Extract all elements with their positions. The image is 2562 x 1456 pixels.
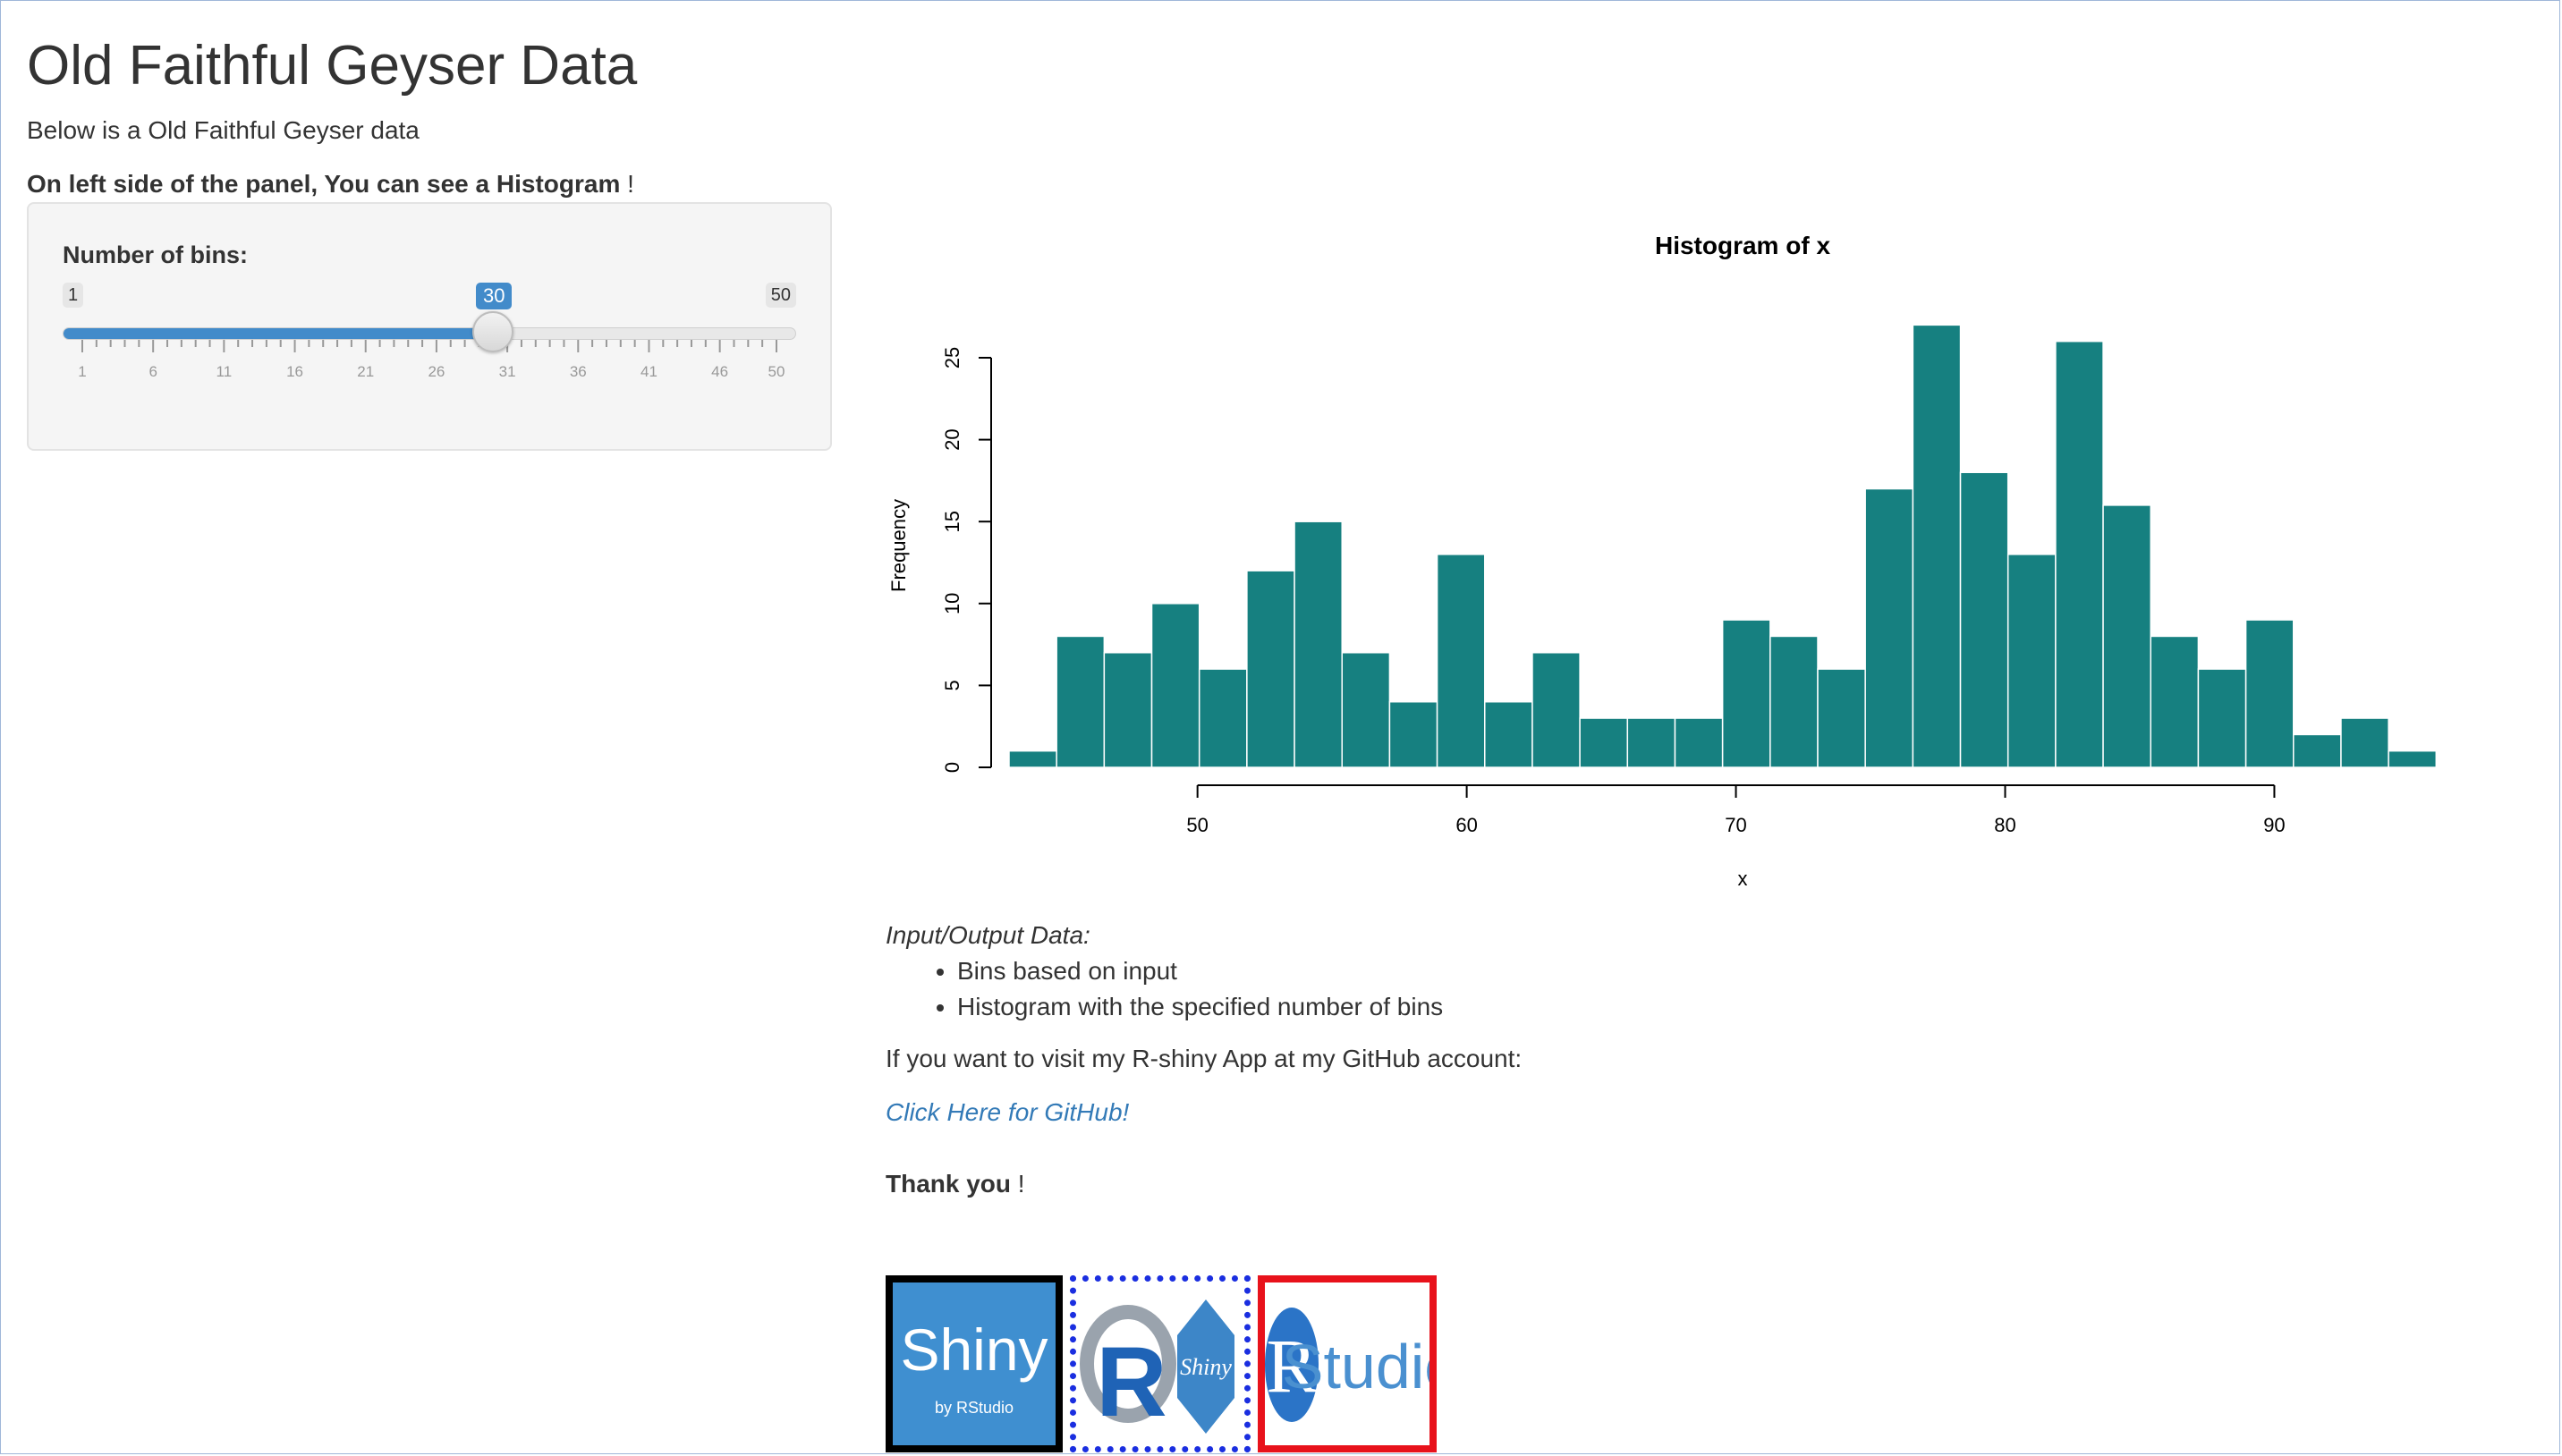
thanks-bold: Thank you (886, 1170, 1012, 1198)
x-axis-label: x (1738, 868, 1748, 890)
y-tick-label: 20 (941, 428, 963, 450)
histogram-bar (2102, 504, 2151, 768)
panel-note-tail: ! (620, 170, 634, 198)
y-tick-label: 25 (941, 347, 963, 368)
panel-note-bold: On left side of the panel, You can see a… (27, 170, 621, 198)
thanks-text: Thank you ! (886, 1168, 1025, 1200)
histogram-bar (1388, 700, 1438, 768)
histogram-bar (2197, 668, 2247, 768)
histogram-bar (2006, 554, 2057, 768)
histogram-bar (2055, 340, 2104, 768)
rstudio-logo-r: R (1266, 1323, 1318, 1409)
x-tick-label: 80 (1994, 814, 2015, 836)
x-tick-label: 60 (1455, 814, 1477, 836)
histogram-bar (1626, 717, 1676, 768)
slider-tick-label: 41 (640, 363, 657, 380)
r-shiny-logo: R Shiny (1070, 1275, 1251, 1452)
histogram-bar (2150, 635, 2200, 768)
slider-tick-label: 11 (216, 363, 233, 380)
slider-min-label: 1 (63, 283, 84, 308)
y-tick-label: 5 (941, 680, 963, 690)
io-item-histogram: Histogram with the specified number of b… (957, 989, 1443, 1025)
x-tick-label: 50 (1186, 814, 1208, 836)
histogram-bar (1484, 700, 1533, 768)
y-axis-label: Frequency (887, 499, 910, 592)
slider-value-label: 30 (476, 283, 513, 309)
histogram-bar (1008, 749, 1057, 768)
histogram-bar (1294, 521, 1343, 768)
histogram-bar (2388, 749, 2438, 768)
shiny-logo-sub: by RStudio (935, 1399, 1014, 1417)
slider-handle[interactable] (472, 311, 513, 352)
histogram-bar (1721, 619, 1771, 768)
page-subtitle: Below is a Old Faithful Geyser data (27, 116, 420, 144)
slider-ticks (81, 340, 777, 352)
histogram-bar (1674, 717, 1724, 768)
slider-tick-label: 21 (357, 363, 375, 380)
slider-tick-label: 6 (148, 363, 157, 380)
visit-text: If you want to visit my R-shiny App at m… (886, 1045, 1523, 1072)
histogram-bar (1056, 635, 1106, 768)
histogram-bar (1579, 717, 1629, 768)
shiny-logo-word: Shiny (900, 1316, 1048, 1383)
slider-tick-label: 46 (711, 363, 729, 380)
y-tick-label: 15 (941, 511, 963, 532)
histogram-bar (1531, 652, 1581, 768)
slider-tick-label: 36 (569, 363, 587, 380)
io-item-bins: Bins based on input (957, 953, 1443, 989)
chart-title: Histogram of x (1655, 232, 1830, 259)
github-link[interactable]: Click Here for GitHub! (886, 1098, 1130, 1126)
x-tick-label: 70 (1725, 814, 1746, 836)
r-shiny-logo-r: R (1096, 1327, 1166, 1437)
slider-track[interactable] (63, 327, 796, 340)
slider-tick-label: 31 (498, 363, 516, 380)
slider-tick-label: 50 (768, 363, 785, 380)
histogram-bar (1769, 635, 1819, 768)
io-heading: Input/Output Data: (886, 921, 1090, 949)
x-tick-label: 90 (2263, 814, 2285, 836)
y-tick-label: 0 (941, 762, 963, 773)
histogram-bar (2244, 619, 2295, 768)
panel-note: On left side of the panel, You can see a… (27, 168, 634, 200)
r-shiny-logo-shiny: Shiny (1180, 1354, 1232, 1380)
rstudio-logo-word: Studio (1282, 1332, 1429, 1401)
histogram-plot: Histogram of x 0 5 10 15 20 25 Frequency 50 60 70 8… (887, 232, 2438, 890)
slider-tick-label: 16 (286, 363, 304, 380)
histogram-bar (1864, 487, 1914, 768)
histogram-bar (1103, 652, 1153, 768)
bins-slider-label: Number of bins: (63, 241, 248, 268)
histogram-bar (1246, 570, 1295, 768)
slider-tick-label: 26 (428, 363, 445, 380)
histogram-bar (2293, 733, 2342, 768)
slider-tick-label: 1 (78, 363, 87, 380)
histogram-bar (1912, 324, 1962, 768)
histogram-bar (1341, 652, 1391, 768)
slider-max-label: 50 (765, 283, 796, 308)
sidebar-panel: Number of bins: 1 50 30 1 6 11 16 21 26 31 36 41… (27, 202, 832, 451)
rstudio-logo: R Studio (1258, 1275, 1437, 1452)
slider-track-fill (64, 328, 498, 339)
histogram-bar (1198, 668, 1248, 768)
shiny-logo: Shiny by RStudio (886, 1275, 1063, 1452)
histogram-bar (1150, 603, 1200, 768)
histogram-bar (1959, 471, 2009, 768)
y-tick-label: 10 (941, 593, 963, 614)
io-list: Bins based on input Histogram with the s… (921, 953, 1443, 1025)
histogram-bar (1436, 554, 1486, 768)
histogram-bar (2340, 717, 2389, 768)
thanks-tail: ! (1011, 1170, 1025, 1198)
histogram-bar (1817, 668, 1866, 768)
page-title: Old Faithful Geyser Data (27, 35, 638, 97)
